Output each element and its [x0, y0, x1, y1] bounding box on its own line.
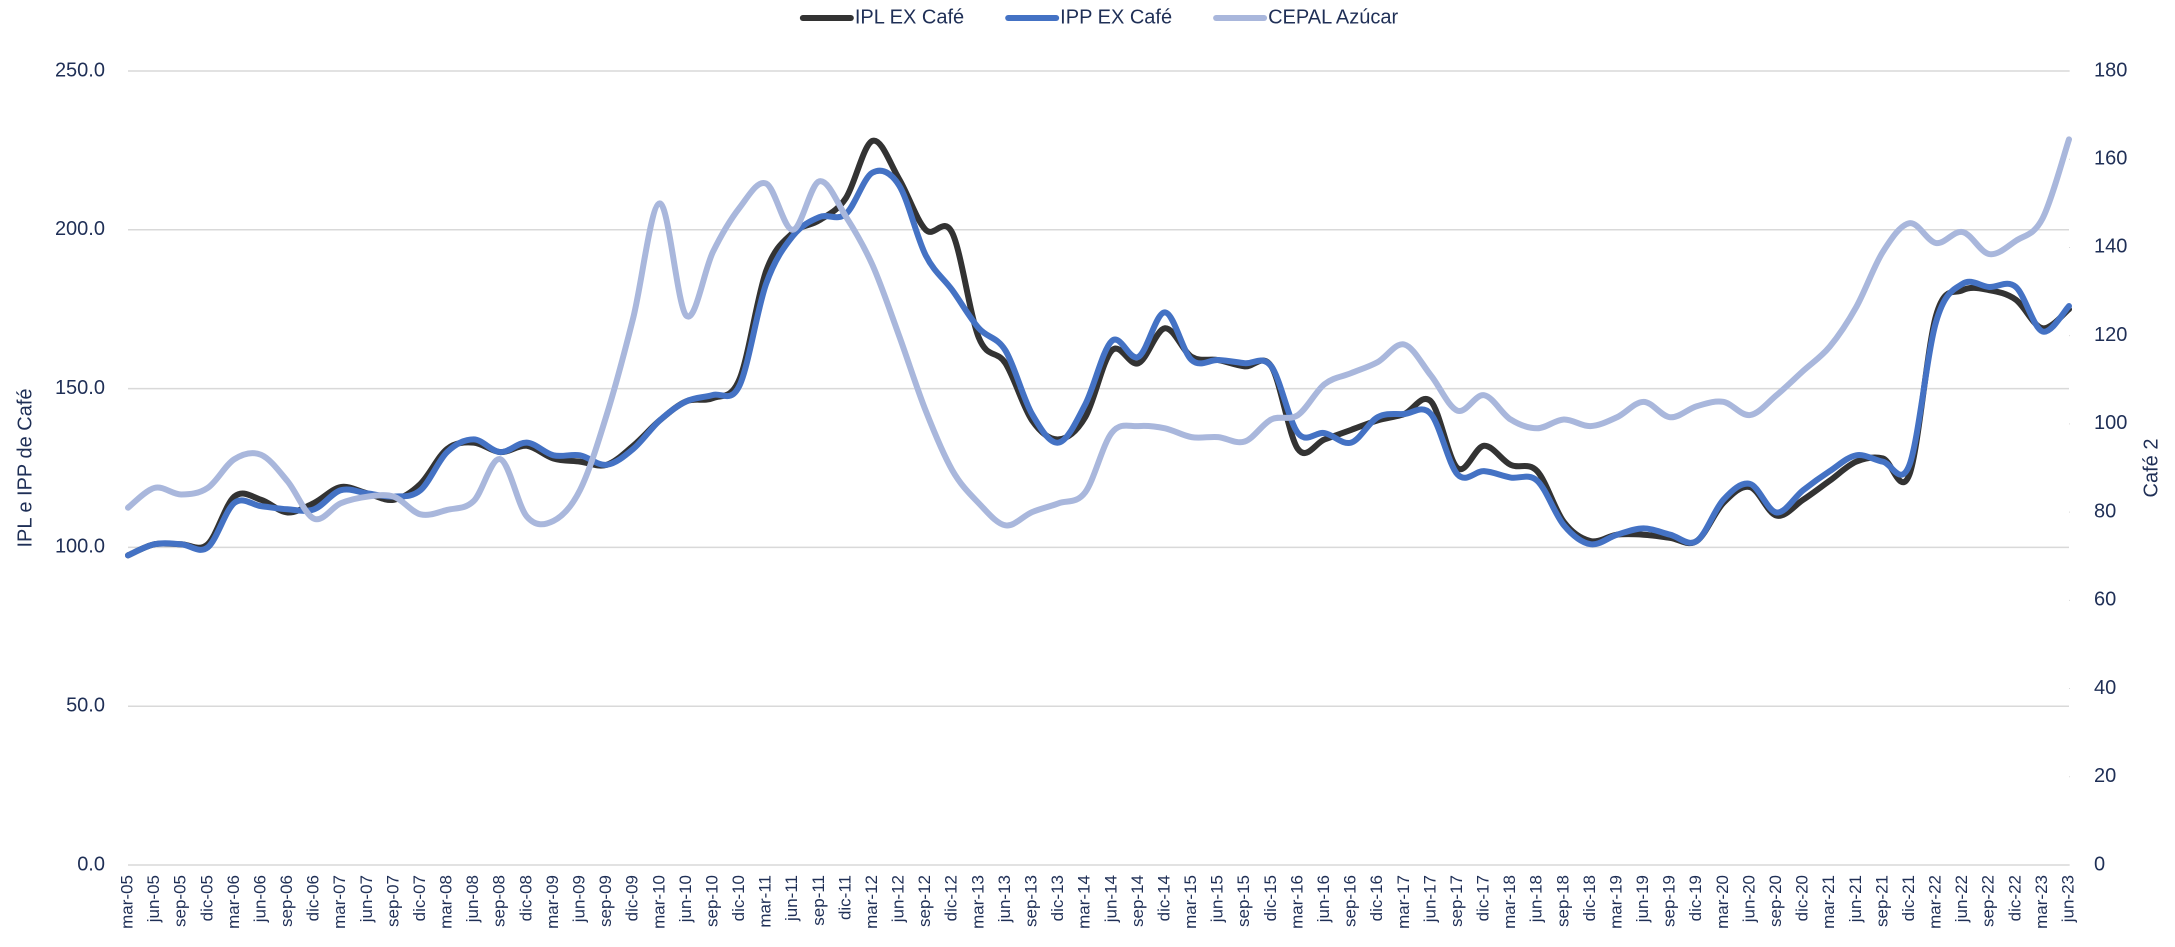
x-tick-label: jun-14: [1101, 875, 1120, 923]
x-tick-label: jun-22: [1952, 875, 1971, 923]
x-tick-label: sep-06: [277, 875, 296, 927]
x-tick-label: mar-16: [1287, 875, 1306, 929]
x-tick-label: mar-22: [1926, 875, 1945, 929]
y2-tick-label: 20: [2094, 765, 2116, 787]
x-tick-label: sep-18: [1553, 875, 1572, 927]
x-tick-label: jun-11: [782, 875, 801, 922]
x-tick-label: sep-14: [1128, 875, 1147, 927]
x-tick-label: sep-12: [915, 875, 934, 927]
y-tick-label: 0.0: [77, 853, 105, 875]
x-tick-label: sep-13: [1022, 875, 1041, 927]
x-tick-label: mar-09: [543, 875, 562, 929]
x-tick-label: sep-05: [171, 875, 190, 927]
x-tick-label: mar-10: [649, 875, 668, 929]
x-tick-label: dic-09: [623, 875, 642, 921]
x-tick-label: jun-12: [889, 875, 908, 923]
y2-tick-label: 40: [2094, 677, 2116, 699]
x-tick-label: mar-21: [1819, 875, 1838, 929]
x-tick-label: jun-15: [1208, 875, 1227, 923]
x-tick-label: sep-21: [1872, 875, 1891, 927]
x-tick-label: dic-05: [197, 875, 216, 921]
y-tick-label: 50.0: [66, 694, 105, 716]
y2-tick-label: 80: [2094, 500, 2116, 522]
x-tick-label: dic-16: [1367, 875, 1386, 921]
x-tick-label: sep-22: [1979, 875, 1998, 927]
y2-tick-label: 120: [2094, 324, 2127, 346]
x-tick-label: sep-19: [1660, 875, 1679, 927]
x-tick-label: jun-19: [1633, 875, 1652, 923]
x-tick-label: jun-23: [2058, 875, 2077, 923]
x-tick-label: dic-17: [1474, 875, 1493, 921]
x-tick-label: dic-19: [1686, 875, 1705, 921]
x-tick-label: dic-20: [1793, 875, 1812, 921]
x-tick-label: dic-10: [729, 875, 748, 921]
y2-tick-label: 140: [2094, 236, 2127, 258]
x-tick-label: jun-18: [1527, 875, 1546, 923]
y-axis-title: IPL e IPP de Café: [14, 389, 36, 548]
x-tick-label: mar-19: [1606, 875, 1625, 929]
x-tick-label: sep-11: [809, 875, 828, 926]
y2-tick-label: 0: [2094, 853, 2105, 875]
y-tick-label: 100.0: [55, 536, 105, 558]
x-tick-label: mar-12: [862, 875, 881, 929]
x-tick-label: jun-07: [357, 875, 376, 923]
x-tick-label: sep-10: [702, 875, 721, 927]
legend-label: IPP EX Café: [1060, 6, 1172, 28]
y2-tick-label: 60: [2094, 589, 2116, 611]
series-line: [125, 136, 2072, 529]
x-tick-label: sep-15: [1234, 875, 1253, 927]
x-tick-label: dic-06: [304, 875, 323, 921]
x-tick-label: dic-22: [2005, 875, 2024, 921]
y2-axis-title: Café 2: [2140, 439, 2162, 498]
x-tick-label: dic-11: [835, 875, 854, 920]
x-tick-label: dic-08: [516, 875, 535, 921]
x-tick-label: mar-17: [1394, 875, 1413, 929]
series-line: [125, 167, 2072, 559]
x-tick-label: jun-09: [569, 875, 588, 923]
y-tick-label: 200.0: [55, 218, 105, 240]
x-tick-label: jun-05: [144, 875, 163, 923]
x-tick-label: mar-20: [1713, 875, 1732, 929]
x-tick-label: sep-17: [1447, 875, 1466, 927]
x-tick-label: dic-15: [1261, 875, 1280, 921]
x-tick-label: jun-21: [1846, 875, 1865, 923]
x-tick-label: dic-14: [1154, 875, 1173, 921]
x-tick-label: jun-06: [250, 875, 269, 923]
x-tick-label: mar-05: [117, 875, 136, 929]
y2-tick-label: 160: [2094, 148, 2127, 170]
x-tick-label: dic-13: [1048, 875, 1067, 921]
x-tick-label: mar-11: [756, 875, 775, 928]
x-tick-label: sep-07: [383, 875, 402, 927]
x-tick-label: sep-08: [490, 875, 509, 927]
x-tick-label: sep-09: [596, 875, 615, 927]
x-tick-label: jun-17: [1420, 875, 1439, 923]
x-tick-label: sep-20: [1766, 875, 1785, 927]
y-tick-label: 250.0: [55, 59, 105, 81]
y2-tick-label: 100: [2094, 412, 2127, 434]
y-tick-label: 150.0: [55, 377, 105, 399]
x-tick-label: mar-15: [1181, 875, 1200, 929]
x-tick-label: jun-10: [676, 875, 695, 923]
legend-label: CEPAL Azúcar: [1268, 6, 1398, 28]
x-tick-label: mar-13: [968, 875, 987, 929]
x-tick-label: jun-16: [1314, 875, 1333, 923]
x-tick-label: mar-14: [1075, 875, 1094, 929]
x-tick-label: mar-08: [437, 875, 456, 929]
x-tick-label: mar-06: [224, 875, 243, 929]
x-tick-label: dic-21: [1899, 875, 1918, 921]
x-tick-label: mar-23: [2032, 875, 2051, 929]
legend-label: IPL EX Café: [855, 6, 964, 28]
x-tick-label: dic-18: [1580, 875, 1599, 921]
x-tick-label: jun-20: [1739, 875, 1758, 923]
x-tick-label: jun-13: [995, 875, 1014, 923]
x-tick-label: dic-07: [410, 875, 429, 921]
y2-tick-label: 180: [2094, 59, 2127, 81]
x-tick-label: mar-07: [330, 875, 349, 929]
x-tick-label: dic-12: [942, 875, 961, 921]
x-tick-label: jun-08: [463, 875, 482, 923]
x-tick-label: mar-18: [1500, 875, 1519, 929]
x-tick-label: sep-16: [1341, 875, 1360, 927]
